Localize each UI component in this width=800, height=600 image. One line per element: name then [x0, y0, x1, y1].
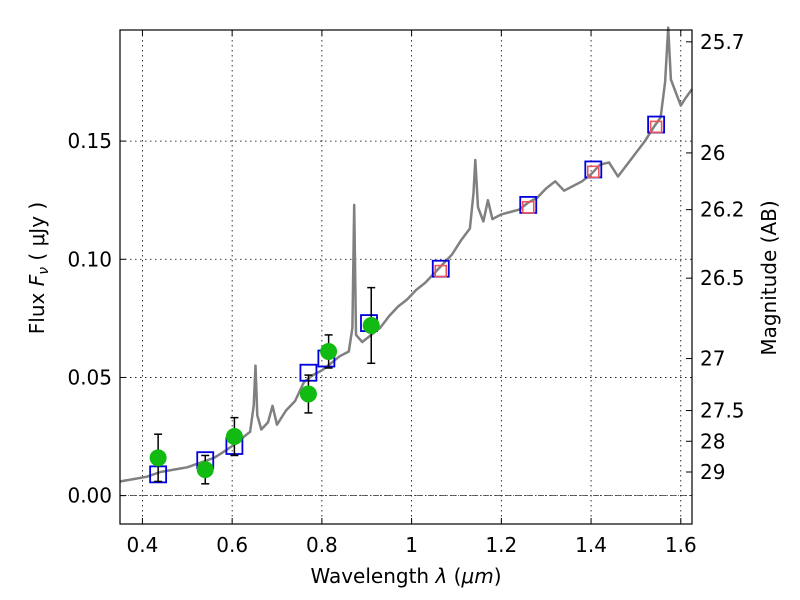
x-tick-label: 0.4: [127, 533, 159, 557]
x-tick-label: 1.6: [665, 533, 697, 557]
observed-point: [225, 428, 243, 446]
plot-frame: [119, 29, 693, 525]
x-tick-label: 1.2: [485, 533, 517, 557]
magnitude-tick-label: 26.2: [700, 198, 745, 222]
magnitude-tick-label: 29: [700, 460, 725, 484]
observed-point: [320, 342, 338, 360]
magnitude-tick-label: 26: [700, 141, 725, 165]
y-tick-label: 0.05: [67, 365, 112, 389]
magnitude-tick-label: 25.7: [700, 30, 745, 54]
x-tick-label: 0.6: [216, 533, 248, 557]
x-axis-ticks: 0.4 0.6 0.8 1 1.2 1.4 1.6: [127, 30, 697, 557]
nir-point: [434, 264, 448, 278]
observed-point: [362, 316, 380, 334]
x-tick-label: 1: [405, 533, 418, 557]
nir-point: [521, 200, 535, 214]
magnitude-tick-label: 27.5: [700, 399, 745, 423]
y-axis-label: Flux Fν ( μJy ): [25, 202, 52, 334]
nir-photometry-series: [434, 120, 663, 278]
magnitude-tick-label: 26.5: [700, 266, 745, 290]
spectrum-series: [119, 26, 694, 483]
observed-point: [299, 385, 317, 403]
y-tick-label: 0.15: [67, 129, 112, 153]
magnitude-tick-label: 28: [700, 429, 725, 453]
magnitude-tick-label: 27: [700, 347, 725, 371]
spectrum-line: [119, 26, 694, 483]
nir-point: [587, 165, 600, 179]
x-tick-label: 1.4: [575, 533, 607, 557]
observed-point: [149, 449, 167, 467]
nir-point: [649, 120, 663, 134]
y-axis-ticks: 0.00 0.05 0.10 0.15: [67, 129, 126, 508]
magnitude-axis-label: Magnitude (AB): [757, 200, 781, 355]
y-tick-label: 0.00: [67, 484, 112, 508]
x-tick-label: 0.8: [306, 533, 338, 557]
y-tick-label: 0.10: [67, 247, 112, 271]
magnitude-axis-ticks: 25.7 26 26.2 26.5 27 27.5 28 29: [686, 30, 745, 484]
x-axis-label: Wavelength λ (μm): [310, 564, 501, 588]
observed-photometry-series: [149, 286, 380, 485]
observed-point: [196, 461, 214, 479]
